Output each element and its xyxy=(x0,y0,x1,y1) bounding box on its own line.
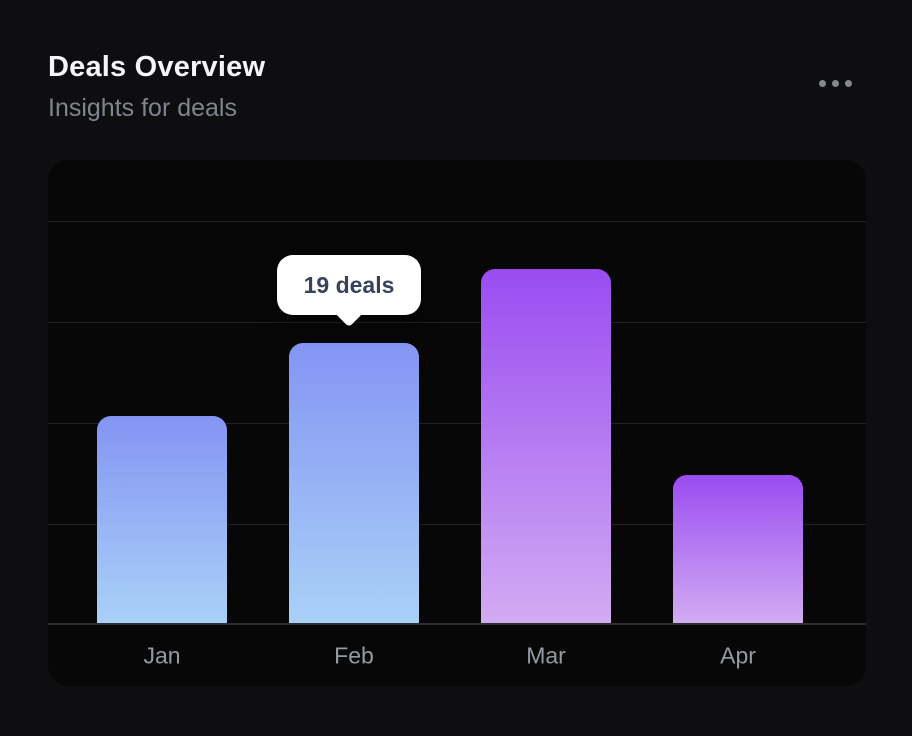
tooltip-label: 19 deals xyxy=(303,271,395,298)
ellipsis-icon xyxy=(832,80,839,87)
gridline xyxy=(48,423,866,424)
bar-apr[interactable] xyxy=(673,475,803,623)
x-axis-label-apr: Apr xyxy=(720,642,756,668)
x-axis-label-jan: Jan xyxy=(143,642,181,668)
gridline xyxy=(48,322,866,323)
page-subtitle: Insights for deals xyxy=(48,94,237,122)
ellipsis-icon xyxy=(845,80,852,87)
gridline xyxy=(48,524,866,525)
chart-card: 19 deals Jan Feb Mar Apr xyxy=(48,160,866,686)
bar-mar[interactable] xyxy=(481,269,611,623)
gridline xyxy=(48,221,866,222)
x-axis-labels: Jan Feb Mar Apr xyxy=(48,625,866,686)
ellipsis-icon xyxy=(819,80,826,87)
bar-chart-plot: 19 deals xyxy=(48,160,866,625)
tooltip: 19 deals xyxy=(277,255,421,328)
x-axis-label-mar: Mar xyxy=(526,642,566,668)
bar-jan[interactable] xyxy=(97,416,227,623)
x-axis-label-feb: Feb xyxy=(334,642,374,668)
page-title: Deals Overview xyxy=(48,51,266,83)
more-options-button[interactable] xyxy=(811,72,860,95)
bar-feb[interactable] xyxy=(289,343,419,623)
x-axis-line xyxy=(48,623,866,625)
